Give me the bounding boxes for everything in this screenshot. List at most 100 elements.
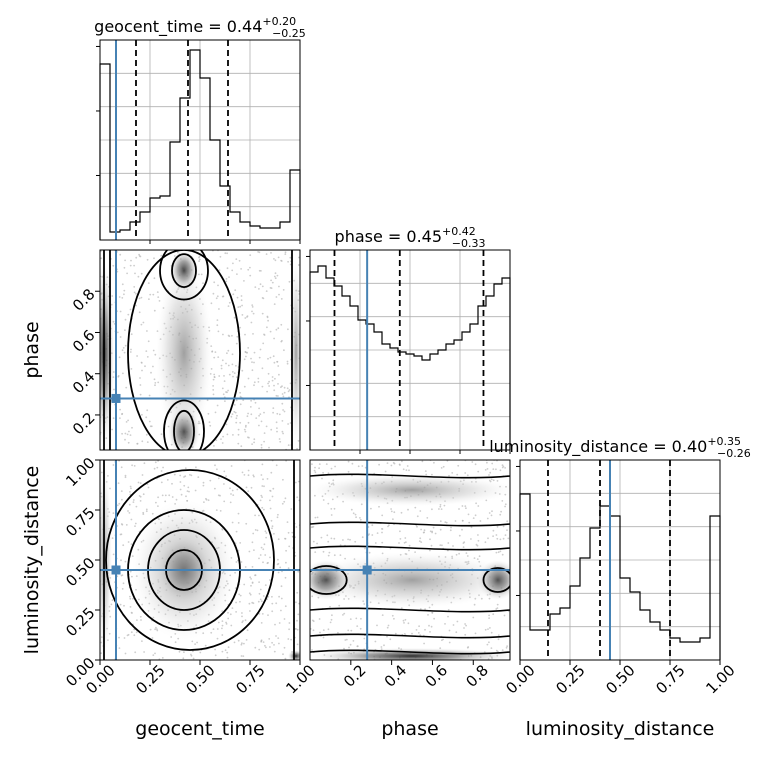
scatter-point xyxy=(359,517,361,519)
scatter-point xyxy=(244,619,247,622)
scatter-point xyxy=(112,264,115,267)
scatter-point xyxy=(131,612,133,614)
scatter-point xyxy=(269,579,271,581)
scatter-point xyxy=(277,513,279,516)
scatter-point xyxy=(298,256,300,259)
scatter-point xyxy=(251,361,253,363)
scatter-point xyxy=(235,611,238,613)
scatter-point xyxy=(155,501,157,504)
scatter-point xyxy=(420,541,423,543)
scatter-point xyxy=(241,471,244,474)
scatter-point xyxy=(179,474,182,477)
scatter-point xyxy=(239,421,242,424)
scatter-point xyxy=(390,510,393,513)
x-tick-label: 0.2 xyxy=(340,661,370,691)
scatter-point xyxy=(235,258,238,260)
scatter-point xyxy=(265,425,268,428)
scatter-point xyxy=(157,505,159,507)
scatter-point xyxy=(268,446,270,449)
scatter-point xyxy=(399,538,402,540)
scatter-point xyxy=(281,420,284,422)
scatter-point xyxy=(260,474,263,476)
scatter-point xyxy=(389,638,392,641)
scatter-point xyxy=(187,486,190,489)
scatter-point xyxy=(262,595,265,597)
scatter-point xyxy=(276,516,279,519)
scatter-point xyxy=(122,347,125,349)
panel-2d-geocent_time-phase xyxy=(100,250,300,450)
scatter-point xyxy=(143,651,146,653)
scatter-point xyxy=(134,651,137,654)
scatter-point xyxy=(122,582,125,585)
scatter-point xyxy=(374,542,377,544)
scatter-point xyxy=(120,466,123,469)
scatter-point xyxy=(290,638,292,641)
y-tick-label: 0.25 xyxy=(62,604,98,640)
scatter-point xyxy=(215,297,218,300)
scatter-point xyxy=(272,355,275,358)
scatter-point xyxy=(135,256,138,259)
scatter-point xyxy=(227,364,230,367)
scatter-point xyxy=(222,393,225,396)
scatter-point xyxy=(258,581,260,583)
scatter-point xyxy=(477,534,479,536)
scatter-point xyxy=(359,627,362,630)
scatter-point xyxy=(234,587,237,589)
scatter-point xyxy=(242,399,245,401)
scatter-point xyxy=(389,547,392,550)
scatter-point xyxy=(265,253,268,256)
scatter-point xyxy=(147,282,150,284)
scatter-point xyxy=(386,462,389,464)
scatter-point xyxy=(277,571,280,574)
scatter-point xyxy=(132,597,134,600)
scatter-point xyxy=(215,439,218,442)
scatter-point xyxy=(121,349,124,352)
scatter-point xyxy=(431,531,433,534)
contour-line xyxy=(159,250,209,301)
scatter-point xyxy=(236,488,239,491)
scatter-point xyxy=(258,288,260,290)
x-axis-label-geocent_time: geocent_time xyxy=(135,718,264,740)
scatter-point xyxy=(507,537,510,540)
scatter-point xyxy=(283,618,286,620)
scatter-point xyxy=(141,640,143,642)
scatter-point xyxy=(280,298,283,300)
scatter-point xyxy=(318,467,320,470)
scatter-point xyxy=(251,581,254,584)
scatter-point xyxy=(267,319,269,322)
scatter-point xyxy=(119,603,122,606)
scatter-point xyxy=(288,628,290,631)
scatter-point xyxy=(260,444,263,446)
scatter-point xyxy=(506,520,509,523)
scatter-point xyxy=(284,605,287,608)
scatter-point xyxy=(236,335,239,338)
scatter-point xyxy=(360,617,362,620)
scatter-point xyxy=(116,504,119,507)
panel-2d-geocent_time-luminosity_distance xyxy=(100,460,300,660)
scatter-point xyxy=(492,529,495,532)
scatter-point xyxy=(129,570,132,573)
scatter-point xyxy=(117,375,120,378)
x-tick-label: 0.4 xyxy=(381,661,411,691)
scatter-point xyxy=(277,637,280,639)
scatter-point xyxy=(231,489,234,492)
scatter-point xyxy=(235,342,238,345)
scatter-point xyxy=(337,631,339,634)
scatter-point xyxy=(376,624,378,627)
scatter-point xyxy=(250,357,252,360)
scatter-point xyxy=(150,371,152,374)
scatter-point xyxy=(213,356,216,359)
scatter-point xyxy=(154,353,157,356)
scatter-point xyxy=(274,259,277,262)
x-tick-label: 0.00 xyxy=(502,661,538,697)
scatter-point xyxy=(495,468,497,471)
scatter-point xyxy=(288,545,291,548)
scatter-point xyxy=(330,618,333,621)
scatter-point xyxy=(434,532,437,535)
scatter-point xyxy=(259,283,262,286)
scatter-point xyxy=(364,547,366,550)
scatter-point xyxy=(247,377,250,380)
scatter-point xyxy=(119,253,122,256)
scatter-point xyxy=(221,620,224,622)
scatter-point xyxy=(194,643,197,645)
